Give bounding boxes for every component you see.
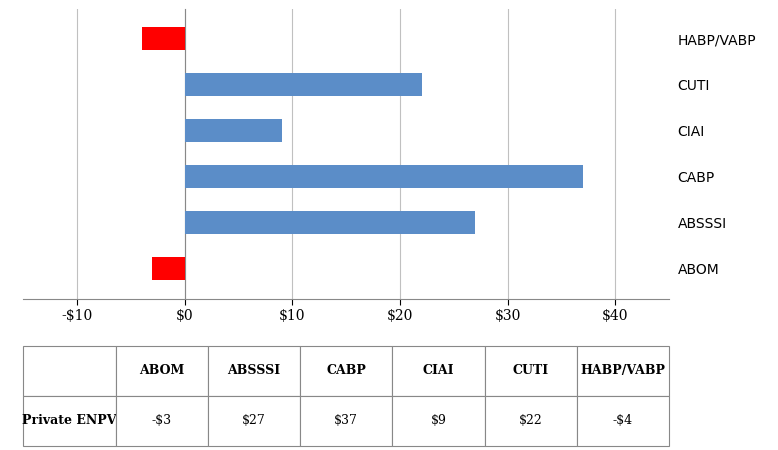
Bar bbox=[185, 119, 282, 142]
Bar bbox=[152, 257, 185, 280]
Bar bbox=[185, 211, 475, 234]
Bar bbox=[142, 27, 185, 50]
Bar bbox=[185, 165, 583, 188]
Bar bbox=[185, 73, 422, 96]
